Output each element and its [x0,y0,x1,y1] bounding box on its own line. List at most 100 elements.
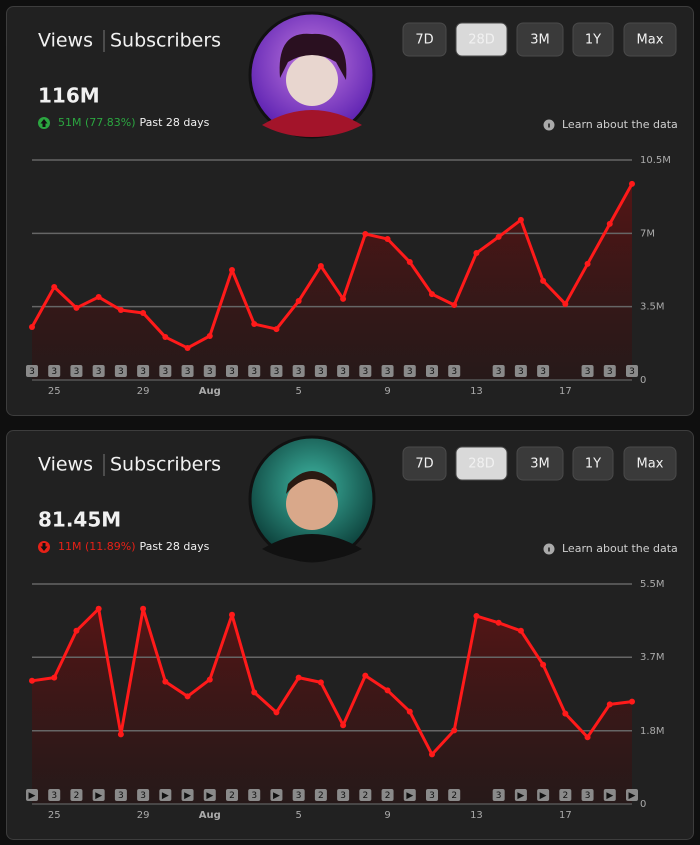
badge-label[interactable]: ▶ [95,791,102,801]
video-badge[interactable] [26,365,38,377]
badge-label[interactable]: 3 [296,367,302,377]
badge-label[interactable]: 3 [162,367,168,377]
badge-label[interactable]: 3 [585,791,591,801]
video-badge[interactable] [581,789,594,801]
badge-label[interactable]: 3 [51,791,57,801]
badge-label[interactable]: ▶ [162,791,169,801]
video-badge[interactable] [226,365,238,377]
video-badge[interactable] [492,789,505,801]
video-badge[interactable] [314,789,327,801]
badge-label[interactable]: 3 [407,367,413,377]
video-badge[interactable] [426,365,438,377]
badge-label[interactable]: 2 [562,791,568,801]
badge-label[interactable]: 2 [385,791,391,801]
video-badge[interactable] [514,789,527,801]
video-badge[interactable] [448,789,461,801]
video-badge[interactable] [181,365,194,377]
badge-label[interactable]: ▶ [540,791,547,801]
tab[interactable]: Subscribers [110,454,221,476]
badge-label[interactable]: ▶ [629,791,636,801]
badge-label[interactable]: 3 [296,791,302,801]
video-badge[interactable] [314,365,327,377]
badge-label[interactable]: ▶ [206,791,213,801]
badge-label[interactable]: 3 [496,367,502,377]
badge-label[interactable]: 3 [29,367,35,377]
video-badge[interactable] [203,365,216,377]
badge-label[interactable]: 3 [274,367,280,377]
video-badge[interactable] [537,789,550,801]
video-badge[interactable] [70,365,83,377]
badge-label[interactable]: 3 [251,367,257,377]
badge-label[interactable]: 3 [607,367,613,377]
video-badge[interactable] [359,365,372,377]
range-label[interactable]: 1Y [585,33,601,48]
badge-label[interactable]: 3 [540,367,546,377]
video-badge[interactable] [359,789,372,801]
video-badge[interactable] [248,789,261,801]
video-badge[interactable] [270,365,283,377]
badge-label[interactable]: ▶ [517,791,524,801]
badge-label[interactable]: 3 [229,367,235,377]
badge-label[interactable]: 3 [251,791,257,801]
range-button[interactable] [572,22,614,57]
badge-label[interactable]: 3 [185,367,191,377]
video-badge[interactable] [403,365,416,377]
video-badge[interactable] [48,365,61,377]
range-label[interactable]: 7D [415,33,433,48]
range-button[interactable] [623,22,677,57]
video-badge[interactable] [137,789,150,801]
badge-label[interactable]: 2 [74,791,80,801]
range-button[interactable] [516,446,564,481]
badge-label[interactable]: 3 [51,367,57,377]
badge-label[interactable]: 3 [140,791,146,801]
range-label[interactable]: 3M [530,457,550,472]
badge-label[interactable]: 2 [362,791,368,801]
range-label[interactable]: Max [637,457,664,472]
video-badge[interactable] [48,789,61,801]
badge-label[interactable]: 3 [629,367,635,377]
badge-label[interactable]: 2 [451,791,457,801]
badge-label[interactable]: 3 [118,791,124,801]
video-badge[interactable] [381,365,394,377]
video-badge[interactable] [181,789,194,801]
range-label[interactable]: 3M [530,33,550,48]
badge-label[interactable]: 3 [207,367,213,377]
video-badge[interactable] [492,365,505,377]
video-badge[interactable] [92,365,105,377]
badge-label[interactable]: 3 [362,367,368,377]
video-badge[interactable] [114,365,127,377]
video-badge[interactable] [337,789,350,801]
range-label[interactable]: 1Y [585,457,601,472]
range-button[interactable] [623,446,677,481]
video-badge[interactable] [381,789,394,801]
video-badge[interactable] [337,365,350,377]
video-badge[interactable] [603,365,616,377]
badge-label[interactable]: ▶ [273,791,280,801]
video-badge[interactable] [292,365,305,377]
badge-label[interactable]: 3 [140,367,146,377]
badge-label[interactable]: ▶ [184,791,191,801]
video-badge[interactable] [403,789,416,801]
badge-label[interactable]: 3 [429,791,435,801]
range-label[interactable]: Max [637,33,664,48]
badge-label[interactable]: 3 [429,367,435,377]
video-badge[interactable] [448,365,461,377]
video-badge[interactable] [626,365,638,377]
badge-label[interactable]: 3 [96,367,102,377]
video-badge[interactable] [248,365,261,377]
badge-label[interactable]: 3 [496,791,502,801]
badge-label[interactable]: 3 [74,367,80,377]
badge-label[interactable]: 3 [451,367,457,377]
video-badge[interactable] [203,789,216,801]
badge-label[interactable]: ▶ [606,791,613,801]
range-button[interactable] [402,22,447,57]
video-badge[interactable] [114,789,127,801]
tab[interactable]: Views [38,30,93,52]
video-badge[interactable] [137,365,150,377]
badge-label[interactable]: 2 [229,791,235,801]
badge-label[interactable]: ▶ [406,791,413,801]
tab[interactable]: Subscribers [110,30,221,52]
video-badge[interactable] [603,789,616,801]
range-label[interactable]: 28D [468,33,495,48]
info-link[interactable]: Learn about the data [562,118,678,131]
